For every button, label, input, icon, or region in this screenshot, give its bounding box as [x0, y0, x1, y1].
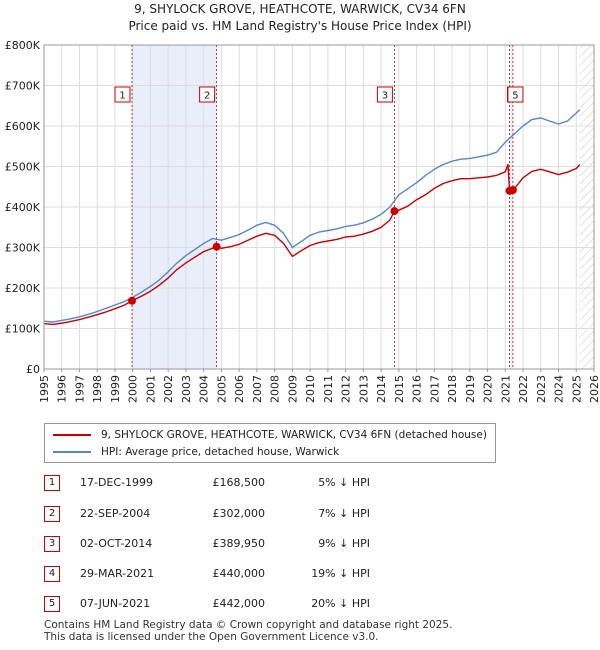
- sale-marker-label: 3: [382, 91, 388, 102]
- table-row: 1 17-DEC-1999 £168,500 5% ↓ HPI: [0, 475, 600, 491]
- x-tick-label: 2016: [411, 375, 424, 403]
- sale-date: 22-SEP-2004: [80, 507, 151, 520]
- table-row: 2 22-SEP-2004 £302,000 7% ↓ HPI: [0, 506, 600, 522]
- x-tick-label: 2004: [198, 375, 211, 403]
- sale-number-badge: 4: [44, 566, 60, 582]
- sale-marker-label: 1: [119, 91, 125, 102]
- legend-label-hpi: HPI: Average price, detached house, Warw…: [101, 446, 340, 458]
- x-tick-label: 2006: [233, 375, 246, 403]
- y-tick-label: £200K: [5, 282, 41, 295]
- footer-copyright: Contains HM Land Registry data © Crown c…: [44, 619, 453, 631]
- x-tick-label: 2008: [269, 375, 282, 403]
- x-tick-label: 2009: [286, 375, 299, 403]
- chart-subtitle: Price paid vs. HM Land Registry's House …: [128, 19, 472, 33]
- sale-hpi-diff: 20% ↓ HPI: [311, 597, 370, 610]
- sale-number-badge: 2: [44, 506, 60, 522]
- x-tick-label: 1996: [56, 375, 69, 403]
- table-row: 3 02-OCT-2014 £389,950 9% ↓ HPI: [0, 536, 600, 552]
- table-row: 4 29-MAR-2021 £440,000 19% ↓ HPI: [0, 566, 600, 582]
- table-row: 5 07-JUN-2021 £442,000 20% ↓ HPI: [0, 596, 600, 612]
- x-tick-label: 2005: [215, 375, 228, 403]
- legend-label-property: 9, SHYLOCK GROVE, HEATHCOTE, WARWICK, CV…: [101, 429, 487, 441]
- x-tick-label: 2001: [144, 375, 157, 403]
- sale-hpi-diff: 5% ↓ HPI: [318, 476, 370, 489]
- sale-point: [128, 296, 136, 305]
- sale-marker-box: [507, 86, 524, 103]
- x-tick-label: 2002: [162, 375, 175, 403]
- sale-date: 17-DEC-1999: [80, 476, 154, 489]
- sale-marker-label: 5: [512, 91, 518, 102]
- y-tick-label: £300K: [5, 242, 41, 255]
- hpi-line: [43, 109, 581, 323]
- sale-price: £302,000: [212, 507, 266, 520]
- y-tick-label: £500K: [5, 161, 41, 174]
- sale-point: [390, 207, 399, 216]
- sale-point: [508, 185, 517, 194]
- x-tick-label: 2012: [340, 375, 353, 403]
- sale-price: £168,500: [212, 476, 266, 489]
- sale-marker-box: [376, 86, 393, 103]
- sale-marker-box: [199, 86, 216, 103]
- sale-number-badge: 1: [44, 475, 60, 491]
- sale-number-badge: 5: [44, 596, 60, 612]
- x-tick-label: 2017: [428, 375, 441, 403]
- x-tick-label: 2000: [127, 375, 140, 403]
- x-tick-label: 2021: [499, 375, 512, 403]
- y-tick-label: £600K: [5, 120, 41, 133]
- sale-date: 02-OCT-2014: [80, 537, 153, 550]
- sale-hpi-diff: 9% ↓ HPI: [318, 537, 370, 550]
- x-tick-label: 2026: [588, 375, 600, 403]
- x-tick-label: 2003: [180, 375, 193, 403]
- x-tick-label: 2023: [535, 375, 548, 403]
- x-tick-label: 2020: [482, 375, 495, 403]
- x-tick-label: 1999: [109, 375, 122, 403]
- sale-hpi-diff: 7% ↓ HPI: [318, 507, 370, 520]
- y-tick-label: £700K: [5, 80, 41, 93]
- x-tick-label: 2022: [517, 375, 530, 403]
- legend-swatch-property: [53, 434, 91, 436]
- sale-price: £440,000: [212, 567, 266, 580]
- legend: 9, SHYLOCK GROVE, HEATHCOTE, WARWICK, CV…: [44, 423, 496, 463]
- x-tick-label: 2014: [375, 375, 388, 403]
- price-chart: 12345 £0£100K£200K£300K£400K£500K£600K£7…: [5, 39, 600, 403]
- x-tick-label: 1995: [38, 375, 51, 403]
- x-tick-label: 2010: [304, 375, 317, 403]
- x-tick-label: 2013: [357, 375, 370, 403]
- legend-item-property: 9, SHYLOCK GROVE, HEATHCOTE, WARWICK, CV…: [53, 427, 487, 443]
- footer-license: This data is licensed under the Open Gov…: [44, 631, 379, 643]
- sale-date: 07-JUN-2021: [80, 597, 151, 610]
- footer: Contains HM Land Registry data © Crown c…: [44, 619, 452, 643]
- x-tick-label: 2024: [553, 375, 566, 403]
- x-tick-label: 1997: [73, 375, 86, 403]
- sale-number-badge: 3: [44, 536, 60, 552]
- x-tick-label: 2007: [251, 375, 264, 403]
- sale-price: £442,000: [212, 597, 266, 610]
- sale-marker-box: [114, 86, 131, 103]
- y-tick-label: £400K: [5, 201, 41, 214]
- legend-item-hpi: HPI: Average price, detached house, Warw…: [53, 444, 339, 460]
- sale-point: [212, 242, 221, 251]
- x-tick-label: 1998: [91, 375, 104, 403]
- sale-price: £389,950: [212, 537, 266, 550]
- x-tick-label: 2019: [464, 375, 477, 403]
- chart-title: 9, SHYLOCK GROVE, HEATHCOTE, WARWICK, CV…: [134, 2, 466, 16]
- x-tick-label: 2025: [570, 375, 583, 403]
- y-tick-label: £0: [26, 363, 40, 376]
- sale-marker-label: 2: [204, 91, 210, 102]
- y-tick-label: £100K: [5, 323, 41, 336]
- x-tick-label: 2011: [322, 375, 335, 403]
- legend-swatch-hpi: [53, 451, 91, 453]
- property-price-line: [43, 163, 581, 326]
- x-tick-label: 2018: [446, 375, 459, 403]
- x-tick-label: 2015: [393, 375, 406, 403]
- y-tick-label: £800K: [5, 39, 41, 52]
- plot-frame: [43, 44, 595, 370]
- sale-date: 29-MAR-2021: [80, 567, 155, 580]
- sale-hpi-diff: 19% ↓ HPI: [311, 567, 370, 580]
